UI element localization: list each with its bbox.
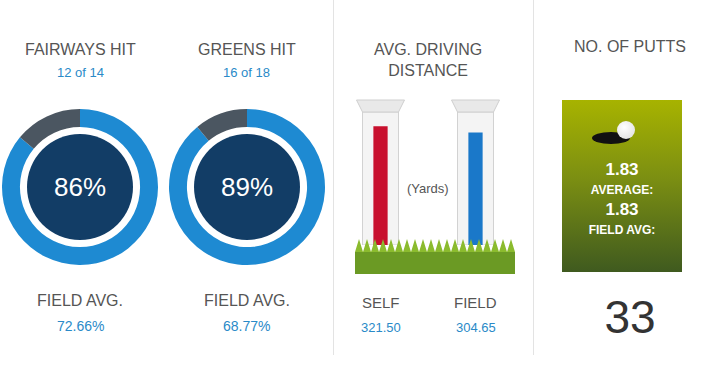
svg-text:86%: 86%	[54, 172, 106, 202]
svg-text:FIELD AVG.: FIELD AVG.	[204, 292, 290, 309]
svg-text:(Yards): (Yards)	[407, 181, 449, 196]
html-text:1.83: 1.83	[605, 160, 639, 179]
svg-text:16 of 18: 16 of 18	[223, 65, 270, 80]
svg-text:68.77%: 68.77%	[223, 318, 270, 334]
html-text:1.83: 1.83	[605, 200, 639, 219]
svg-text:12 of 14: 12 of 14	[57, 65, 104, 80]
svg-text:304.65: 304.65	[456, 320, 496, 335]
html-text:AVERAGE:: AVERAGE:	[590, 183, 654, 197]
svg-text:SELF: SELF	[362, 294, 400, 311]
svg-text:72.66%: 72.66%	[57, 318, 104, 334]
html-text:NO. OF PUTTS: NO. OF PUTTS	[574, 38, 686, 55]
svg-text:FIELD: FIELD	[454, 294, 497, 311]
svg-text:FAIRWAYS HIT: FAIRWAYS HIT	[25, 41, 136, 58]
svg-text:AVG. DRIVINGDISTANCE: AVG. DRIVINGDISTANCE	[374, 41, 482, 79]
html-text:33: 33	[604, 291, 656, 343]
svg-text:321.50: 321.50	[361, 320, 401, 335]
html-text:FIELD AVG:: FIELD AVG:	[588, 223, 656, 237]
svg-text:89%: 89%	[221, 172, 273, 202]
svg-text:FIELD AVG.: FIELD AVG.	[37, 292, 123, 309]
svg-text:GREENS HIT: GREENS HIT	[198, 41, 296, 58]
